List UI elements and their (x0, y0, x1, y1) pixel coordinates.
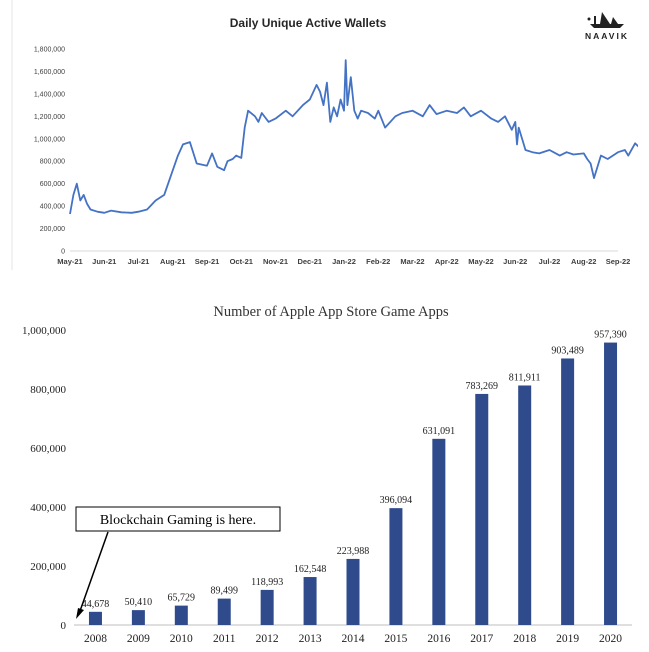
annotation-arrow (79, 531, 109, 612)
x-tick-label: 2017 (470, 633, 493, 645)
x-tick-label: Nov-21 (263, 257, 288, 266)
x-tick-label: Feb-22 (366, 257, 390, 266)
x-tick-label: 2018 (513, 633, 536, 645)
wallets-chart-title: Daily Unique Active Wallets (230, 16, 387, 30)
wallets-chart-panel: Daily Unique Active Wallets NAAVIK 0 200,… (8, 0, 638, 270)
bar-2009 (131, 610, 145, 625)
data-label: 44,678 (82, 599, 110, 610)
bar-2011 (217, 598, 231, 625)
bar-2012 (260, 589, 274, 625)
data-label: 903,489 (551, 345, 584, 356)
x-tick-label: 2009 (127, 633, 150, 645)
bars: 44,678 50,410 65,729 89,499 118,993 162,548 22… (82, 330, 627, 625)
annotation-text: Blockchain Gaming is here. (100, 513, 256, 528)
y-tick-label: 200,000 (40, 226, 65, 233)
x-tick-label: 2015 (384, 633, 407, 645)
data-label: 89,499 (210, 586, 238, 597)
x-tick-label: Aug-22 (571, 257, 596, 266)
y-tick-label: 400,000 (40, 204, 65, 211)
x-tick-label: 2010 (170, 633, 193, 645)
x-tick-label: Oct-21 (230, 257, 253, 266)
y-tick-label: 600,000 (30, 443, 66, 455)
x-tick-label: 2019 (556, 633, 579, 645)
y-tick-label: 1,200,000 (34, 114, 65, 121)
y-tick-label: 0 (61, 249, 65, 256)
x-tick-label: Jan-22 (332, 257, 356, 266)
data-label: 118,993 (251, 577, 283, 588)
y-tick-label: 200,000 (30, 561, 66, 573)
x-tick-label: 2020 (599, 633, 622, 645)
x-axis-ticks: 2008 2009 2010 2011 2012 2013 2014 2015 2016 2017… (84, 633, 622, 645)
y-axis-ticks: 0 200,000 400,000 600,000 800,000 1,000,000 1,… (34, 47, 65, 256)
data-label: 631,091 (423, 426, 456, 437)
x-tick-label: 2014 (342, 633, 365, 645)
data-label: 65,729 (168, 593, 196, 604)
bar-2013 (303, 577, 317, 625)
annotation-box (75, 506, 281, 532)
bar-2010 (174, 605, 188, 625)
y-tick-label: 1,800,000 (34, 47, 65, 54)
x-tick-label: 2013 (299, 633, 322, 645)
y-tick-label: 1,400,000 (34, 91, 65, 98)
app-store-chart-panel: Number of Apple App Store Game Apps 0 200… (0, 290, 649, 652)
x-tick-label: Jun-21 (92, 257, 116, 266)
data-label: 223,988 (337, 546, 370, 557)
data-label: 957,390 (594, 330, 627, 341)
bar-2018 (518, 385, 532, 625)
x-tick-label: 2011 (213, 633, 236, 645)
data-label: 50,410 (125, 597, 153, 608)
naavik-logo: NAAVIK (585, 12, 629, 41)
x-tick-label: Dec-21 (297, 257, 322, 266)
bar-2016 (432, 438, 446, 625)
bar-2014 (346, 558, 360, 625)
x-tick-label: May-21 (57, 257, 82, 266)
x-tick-label: Jun-22 (503, 257, 527, 266)
series-line-active-wallets (69, 59, 638, 215)
data-label: 783,269 (466, 381, 499, 392)
y-axis-ticks: 0 200,000 400,000 600,000 800,000 1,000,000 (22, 325, 67, 632)
x-axis-ticks: May-21 Jun-21 Jul-21 Aug-21 Sep-21 Oct-21 Nov-… (57, 257, 630, 266)
y-tick-label: 600,000 (40, 181, 65, 188)
y-tick-label: 400,000 (30, 502, 66, 514)
y-tick-label: 800,000 (30, 384, 66, 396)
y-tick-label: 1,000,000 (34, 136, 65, 143)
x-tick-label: Jul-22 (539, 257, 561, 266)
x-tick-label: Apr-22 (435, 257, 459, 266)
y-tick-label: 0 (61, 620, 67, 632)
annotation-arrowhead (76, 608, 84, 619)
bar-2020 (604, 342, 618, 625)
annotation: Blockchain Gaming is here. (75, 506, 281, 619)
naavik-logo-text: NAAVIK (585, 31, 629, 41)
y-tick-label: 1,000,000 (22, 325, 67, 337)
app-store-chart-title: Number of Apple App Store Game Apps (213, 304, 449, 320)
app-store-bar-chart: Number of Apple App Store Game Apps 0 200… (22, 304, 632, 645)
x-tick-label: Sep-22 (606, 257, 631, 266)
y-tick-label: 1,600,000 (34, 69, 65, 76)
bar-2015 (389, 508, 403, 625)
x-tick-label: Aug-21 (160, 257, 185, 266)
x-tick-label: 2012 (256, 633, 279, 645)
data-label: 396,094 (380, 495, 413, 506)
bar-2017 (475, 393, 489, 625)
wallets-line-chart: Daily Unique Active Wallets NAAVIK 0 200,… (11, 0, 638, 270)
x-tick-label: Jul-21 (128, 257, 150, 266)
x-tick-label: 2008 (84, 633, 107, 645)
x-tick-label: May-22 (468, 257, 493, 266)
data-label: 162,548 (294, 564, 327, 575)
x-tick-label: Mar-22 (400, 257, 424, 266)
x-tick-label: Sep-21 (195, 257, 220, 266)
data-label: 811,911 (509, 372, 541, 383)
bar-2019 (561, 358, 575, 625)
x-tick-label: 2016 (427, 633, 450, 645)
bar-2008 (88, 611, 102, 625)
y-tick-label: 800,000 (40, 159, 65, 166)
